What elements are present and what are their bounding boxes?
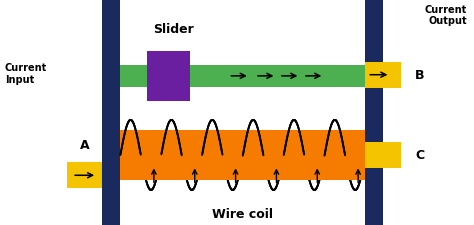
Text: Wire coil: Wire coil <box>212 207 273 220</box>
Bar <box>365 142 401 168</box>
Bar <box>102 65 383 88</box>
Bar <box>147 52 190 101</box>
Text: Current
Input: Current Input <box>5 63 47 85</box>
Bar <box>102 130 383 180</box>
Bar <box>365 62 401 88</box>
Text: B: B <box>415 69 425 82</box>
Bar <box>365 0 383 225</box>
Text: Current
Output: Current Output <box>425 4 467 26</box>
Text: C: C <box>415 149 424 162</box>
Bar <box>67 162 102 189</box>
Text: A: A <box>80 138 90 151</box>
Text: Slider: Slider <box>153 23 193 36</box>
Bar <box>102 0 120 225</box>
